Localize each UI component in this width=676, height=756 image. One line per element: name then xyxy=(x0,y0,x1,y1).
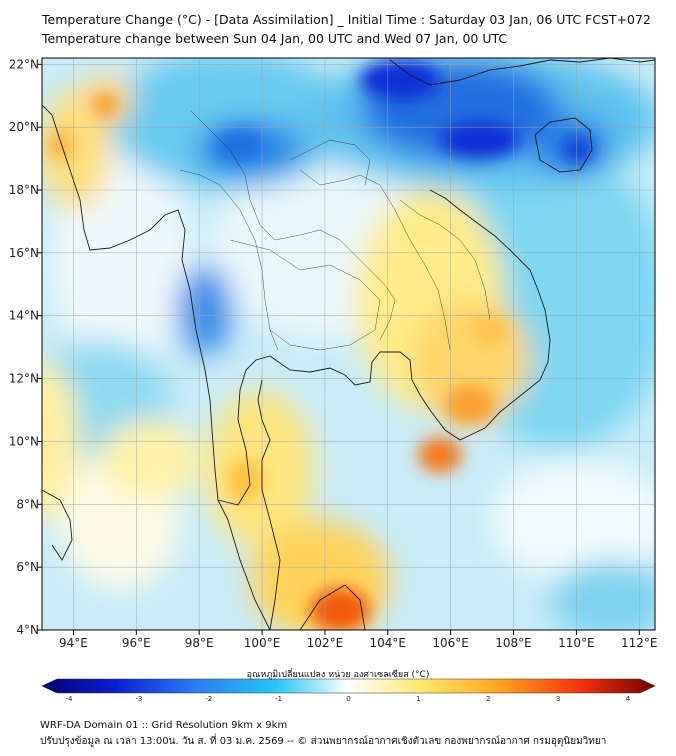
admin-borders xyxy=(179,109,491,351)
lat-tick-label: 20°N xyxy=(9,120,39,134)
lat-tick-label: 12°N xyxy=(9,372,39,386)
lat-tick-label: 8°N xyxy=(16,497,39,511)
colorbar-tick-label: -1 xyxy=(275,695,282,703)
colorbar-tick-label: -4 xyxy=(66,695,74,703)
lon-tick-label: 100°E xyxy=(244,636,281,650)
lat-tick-label: 16°N xyxy=(9,246,39,260)
latitude-labels: 4°N 6°N 8°N 10°N 12°N 14°N 16°N 18°N 20°N 22°N xyxy=(9,57,39,637)
colorbar-tick-label: 4 xyxy=(626,695,631,703)
lat-tick-label: 4°N xyxy=(16,623,39,637)
lon-tick-label: 110°E xyxy=(558,636,595,650)
map-title-line-2: Temperature change between Sun 04 Jan, 0… xyxy=(42,31,508,46)
lon-tick-label: 96°E xyxy=(122,636,151,650)
temperature-field xyxy=(42,58,655,630)
colorbar-tick-label: -3 xyxy=(135,695,142,703)
lon-tick-label: 106°E xyxy=(432,636,469,650)
lon-tick-label: 112°E xyxy=(621,636,658,650)
colorbar-tick-label: 3 xyxy=(556,695,560,703)
footer-credit: ปรับปรุงข้อมูล ณ เวลา 13:00น. วัน ส. ที่… xyxy=(40,736,607,747)
footer-model-info: WRF-DA Domain 01 :: Grid Resolution 9km … xyxy=(40,720,288,731)
colorbar xyxy=(41,678,656,694)
colorbar-tick-label: 0 xyxy=(346,695,350,703)
lat-lon-gridlines xyxy=(42,58,655,630)
lon-tick-label: 108°E xyxy=(495,636,532,650)
map-title-line-1: Temperature Change (°C) - [Data Assimila… xyxy=(42,12,651,27)
coastlines xyxy=(42,58,655,630)
colorbar-tick-label: -2 xyxy=(205,695,212,703)
lon-tick-label: 104°E xyxy=(370,636,407,650)
map-frame xyxy=(41,57,656,631)
lat-tick-label: 6°N xyxy=(16,560,39,574)
lat-tick-label: 14°N xyxy=(9,309,39,323)
axis-ticks xyxy=(37,63,640,635)
lat-tick-label: 18°N xyxy=(9,183,39,197)
colorbar-tick-label: 1 xyxy=(416,695,420,703)
lat-tick-label: 22°N xyxy=(9,57,39,71)
colorbar-title: อุณหภูมิเปลี่ยนแปลง หน่วย องศาเซลเซียส (… xyxy=(246,670,430,680)
lon-tick-label: 98°E xyxy=(185,636,214,650)
lon-tick-label: 94°E xyxy=(59,636,88,650)
colorbar-tick-labels: -4 -3 -2 -1 0 1 2 3 4 xyxy=(66,695,631,703)
colorbar-tick-label: 2 xyxy=(486,695,490,703)
lat-tick-label: 10°N xyxy=(9,434,39,448)
longitude-labels: 94°E 96°E 98°E 100°E 102°E 104°E 106°E 108°E 110… xyxy=(59,636,658,650)
lon-tick-label: 102°E xyxy=(307,636,344,650)
